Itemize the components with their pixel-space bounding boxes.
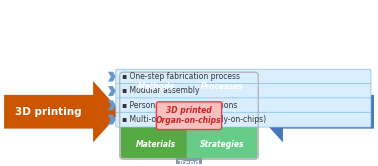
Text: Microfluidic
technology: Microfluidic technology (296, 101, 361, 123)
Text: 3D printing: 3D printing (15, 107, 82, 117)
Polygon shape (108, 86, 116, 96)
FancyBboxPatch shape (116, 112, 371, 127)
Polygon shape (255, 81, 374, 142)
Polygon shape (108, 100, 116, 110)
FancyBboxPatch shape (116, 69, 371, 84)
Text: 3D printed
Organ-on-chips: 3D printed Organ-on-chips (156, 106, 222, 125)
Text: Trend: Trend (178, 160, 200, 166)
FancyBboxPatch shape (116, 83, 371, 98)
Text: Methods: Methods (137, 82, 174, 91)
Polygon shape (108, 72, 116, 82)
Polygon shape (108, 115, 116, 125)
Text: Materials: Materials (136, 140, 176, 149)
FancyBboxPatch shape (176, 158, 202, 166)
Text: ▪ Personalization applications: ▪ Personalization applications (122, 101, 237, 110)
FancyBboxPatch shape (156, 102, 222, 129)
Text: Strategies: Strategies (200, 140, 245, 149)
Polygon shape (173, 158, 205, 166)
FancyBboxPatch shape (121, 114, 191, 158)
FancyBboxPatch shape (187, 73, 257, 118)
Polygon shape (4, 81, 121, 142)
Text: Processes: Processes (201, 82, 243, 91)
Text: ▪ One-step fabrication process: ▪ One-step fabrication process (122, 72, 240, 81)
FancyBboxPatch shape (121, 73, 191, 118)
Text: ▪ Multi-organ system (body-on-chips): ▪ Multi-organ system (body-on-chips) (122, 115, 266, 124)
FancyBboxPatch shape (187, 114, 257, 158)
Text: ▪ Modular assembly: ▪ Modular assembly (122, 86, 199, 95)
FancyBboxPatch shape (116, 98, 371, 113)
